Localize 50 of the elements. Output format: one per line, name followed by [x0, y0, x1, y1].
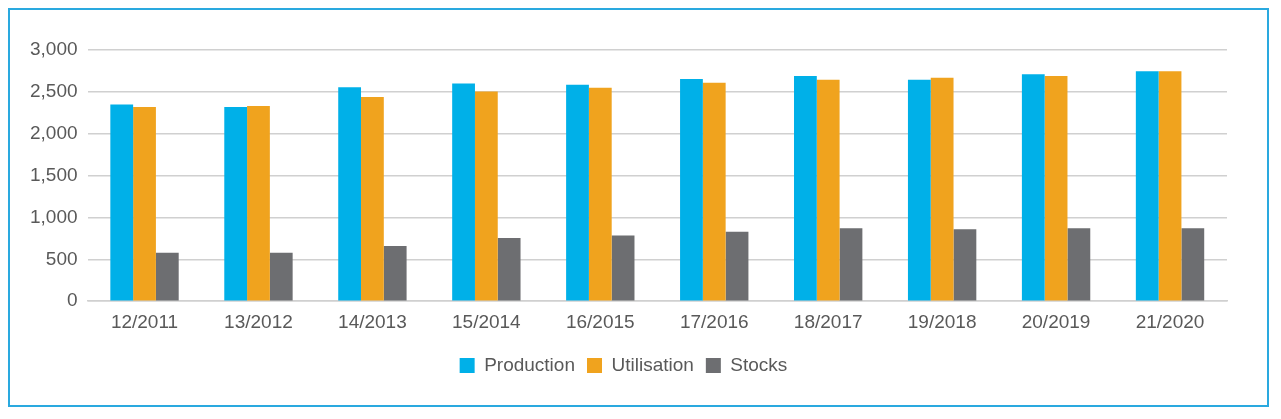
x-tick-label: 13/2012	[224, 310, 293, 332]
bar	[953, 229, 977, 301]
bar	[1158, 71, 1182, 301]
bar	[133, 106, 156, 301]
bar	[497, 237, 521, 301]
x-tick-label: 21/2020	[1135, 310, 1205, 332]
legend-label: Stocks	[730, 353, 788, 375]
x-tick-label: 12/2011	[110, 310, 179, 332]
x-tick-label: 16/2015	[565, 310, 635, 332]
bar	[907, 79, 931, 301]
y-tick-label: 2,000	[30, 121, 78, 143]
bar	[110, 104, 134, 301]
bar	[452, 83, 475, 301]
x-tick-label: 15/2014	[452, 310, 522, 332]
bar	[155, 252, 179, 301]
bar	[338, 87, 362, 301]
bar	[611, 235, 635, 301]
bar	[1181, 228, 1205, 301]
bar	[269, 252, 293, 301]
bar	[588, 87, 612, 301]
bar	[1044, 75, 1068, 301]
bar	[361, 96, 384, 301]
y-tick-label: 500	[45, 247, 78, 269]
bar	[725, 231, 749, 301]
x-tick-label: 19/2018	[907, 310, 977, 332]
legend-label: Utilisation	[611, 353, 694, 375]
bar	[383, 245, 407, 301]
bar	[680, 78, 703, 301]
y-tick-label: 2,500	[30, 80, 78, 102]
legend-label: Production	[484, 353, 575, 375]
bar	[224, 106, 248, 301]
y-tick-label: 0	[66, 289, 78, 311]
y-tick-label: 1,500	[30, 163, 78, 185]
x-tick-label: 17/2016	[679, 310, 749, 332]
x-tick-label: 14/2013	[338, 310, 407, 332]
bar	[474, 91, 498, 301]
bar	[794, 75, 817, 301]
y-tick-label: 1,000	[30, 205, 78, 227]
y-tick-label: 3,000	[30, 38, 78, 60]
bar	[816, 79, 840, 301]
bar	[1067, 228, 1091, 301]
x-tick-label: 18/2017	[793, 310, 863, 332]
bar	[702, 82, 726, 301]
x-tick-label: 20/2019	[1021, 310, 1091, 332]
bar	[1135, 71, 1159, 301]
bar	[1021, 74, 1045, 301]
bar	[930, 77, 954, 301]
bar	[247, 106, 270, 301]
bar	[839, 228, 863, 301]
bar	[566, 84, 589, 301]
